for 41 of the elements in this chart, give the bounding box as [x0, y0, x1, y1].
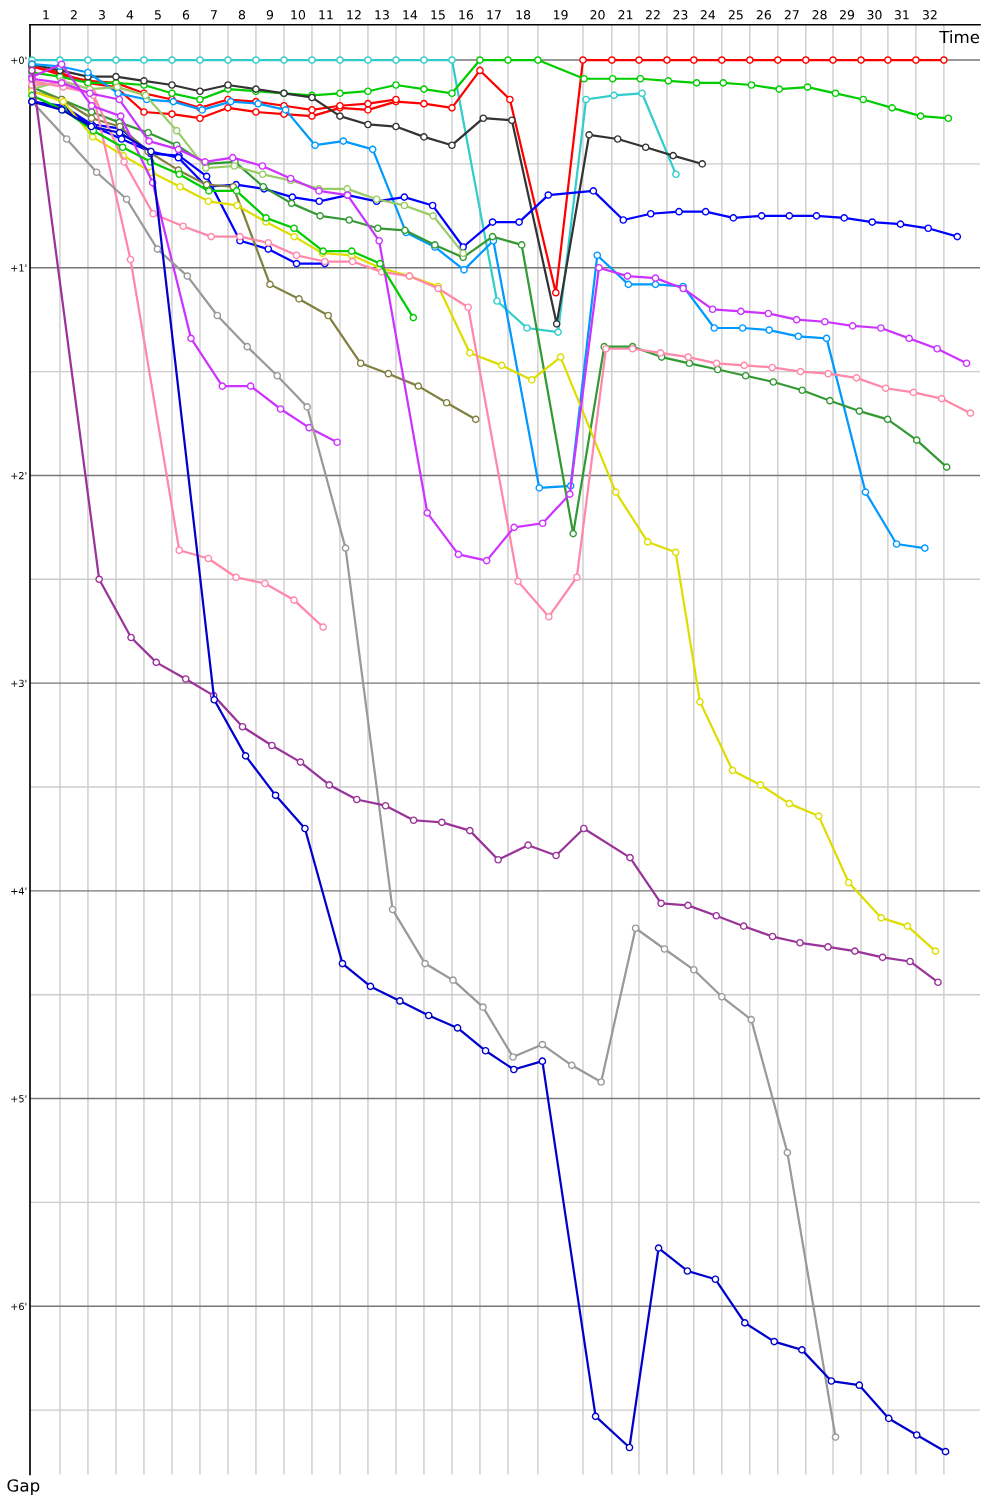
x-tick-label: 23: [673, 10, 688, 20]
x-tick-label: 11: [319, 10, 333, 20]
x-tick-label: 31: [894, 10, 909, 20]
x-tick-label: 16: [459, 10, 474, 20]
x-tick-label: 5: [154, 10, 161, 20]
x-tick-label: 20: [590, 10, 605, 20]
y-tick-label: +5': [11, 1095, 27, 1103]
x-tick-label: 25: [728, 10, 743, 20]
y-tick-label: +1': [11, 264, 27, 272]
x-tick-label: 15: [431, 10, 445, 20]
y-tick-label: +6': [11, 1302, 27, 1311]
x-tick-label: 29: [839, 10, 855, 20]
x-tick-label: 10: [291, 10, 306, 20]
x-tick-label: 27: [784, 10, 799, 20]
x-tick-label: 26: [756, 10, 772, 20]
y-tick-label: +4': [11, 887, 27, 895]
x-tick-label: 8: [238, 10, 246, 20]
x-tick-label: 12: [347, 10, 361, 20]
x-tick-label: 3: [98, 10, 105, 20]
x-tick-label: 4: [126, 10, 134, 20]
x-tick-label: 24: [700, 10, 716, 20]
x-tick-label: 17: [487, 10, 501, 20]
x-tick-label: 32: [922, 10, 937, 20]
x-tick-label: 9: [266, 10, 274, 20]
x-tick-label: 14: [403, 10, 418, 20]
x-tick-label: 13: [375, 10, 389, 20]
y-tick-label: +0': [11, 56, 27, 64]
y-tick-label: +3': [11, 679, 27, 687]
y-tick-label: +2': [11, 471, 27, 480]
x-tick-label: 18: [516, 10, 531, 20]
x-tick-label: 2: [70, 10, 77, 20]
x-axis-title: Time: [939, 30, 980, 44]
y-axis-title: Gap: [7, 1479, 40, 1495]
x-tick-label: 28: [812, 10, 827, 20]
x-tick-label: 6: [182, 10, 190, 20]
x-tick-label: 22: [645, 10, 660, 20]
x-tick-label: 30: [867, 10, 882, 20]
x-tick-label: 21: [618, 10, 633, 20]
x-tick-label: 1: [43, 10, 49, 20]
x-tick-label: 19: [554, 10, 568, 20]
x-tick-label: 7: [211, 10, 217, 20]
